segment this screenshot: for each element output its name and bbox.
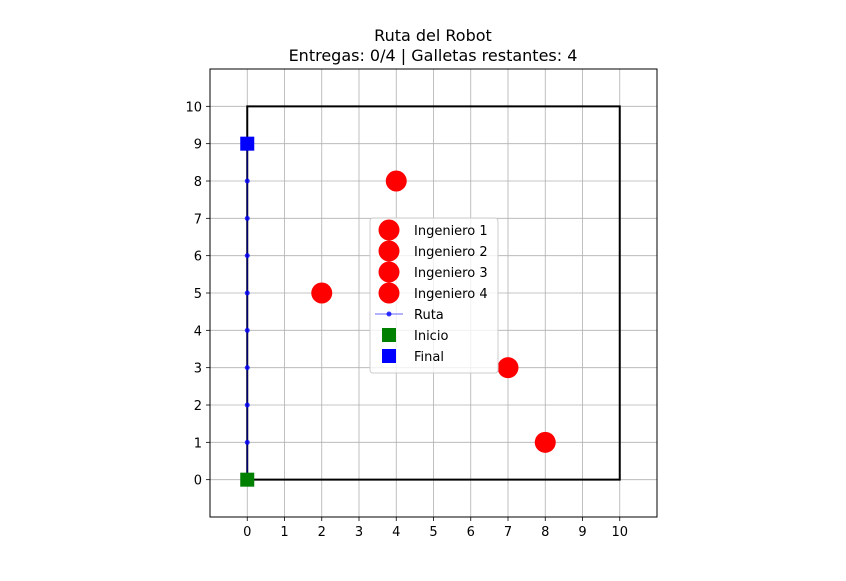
- y-tick-label: 6: [194, 250, 202, 265]
- legend-label-final: Final: [414, 350, 444, 365]
- legend-handle-ingeniero-2: [378, 240, 400, 262]
- x-tick-label: 3: [355, 525, 363, 540]
- legend-label-ingeniero-4: Ingeniero 4: [414, 287, 488, 302]
- y-axis-ticks: 0 1 2 3 4 5 6 7 8 9 10: [185, 100, 210, 489]
- y-tick-label: 7: [194, 212, 202, 227]
- y-tick-label: 2: [194, 399, 202, 414]
- chart-subtitle: Entregas: 0/4 | Galletas restantes: 4: [289, 46, 578, 65]
- x-tick-label: 0: [243, 525, 251, 540]
- x-tick-label: 9: [578, 525, 586, 540]
- legend-handle-ingeniero-3: [378, 261, 400, 283]
- x-tick-label: 10: [611, 525, 628, 540]
- x-tick-label: 1: [280, 525, 288, 540]
- route-point: [244, 290, 250, 296]
- legend-handle-ingeniero-4: [378, 282, 400, 304]
- legend-label-inicio: Inicio: [414, 329, 448, 344]
- route-point: [244, 215, 250, 221]
- chart-title: Ruta del Robot: [374, 26, 492, 45]
- legend-handle-dot-ruta: [386, 311, 392, 317]
- legend-label-ruta: Ruta: [414, 308, 444, 323]
- x-tick-label: 4: [392, 525, 400, 540]
- route-series: [244, 141, 250, 483]
- route-point: [244, 439, 250, 445]
- route-point: [244, 327, 250, 333]
- y-tick-label: 3: [194, 362, 202, 377]
- markers: [240, 136, 556, 487]
- route-point: [244, 402, 250, 408]
- legend-handle-inicio: [382, 328, 396, 342]
- route-point: [244, 178, 250, 184]
- x-tick-label: 6: [467, 525, 475, 540]
- x-axis-ticks: 0 1 2 3 4 5 6 7 8 9 10: [243, 517, 628, 540]
- marker-ingeniero-2: [311, 282, 333, 304]
- route-point: [244, 365, 250, 371]
- y-tick-label: 4: [194, 324, 202, 339]
- legend-label-ingeniero-1: Ingeniero 1: [414, 224, 488, 239]
- x-tick-label: 5: [429, 525, 437, 540]
- legend-label-ingeniero-2: Ingeniero 2: [414, 245, 488, 260]
- marker-ingeniero-4: [534, 431, 556, 453]
- x-tick-label: 7: [504, 525, 512, 540]
- x-tick-label: 2: [318, 525, 326, 540]
- route-point: [244, 253, 250, 259]
- y-tick-label: 1: [194, 436, 202, 451]
- legend: Ingeniero 1 Ingeniero 2 Ingeniero 3 Ingenie…: [369, 217, 499, 374]
- y-tick-label: 0: [194, 474, 202, 489]
- y-tick-label: 8: [194, 175, 202, 190]
- legend-handle-ingeniero-1: [378, 219, 400, 241]
- legend-handle-final: [382, 349, 396, 363]
- marker-inicio: [240, 472, 255, 487]
- marker-ingeniero-1: [385, 170, 407, 192]
- y-tick-label: 10: [185, 100, 202, 115]
- y-tick-label: 9: [194, 138, 202, 153]
- y-tick-label: 5: [194, 287, 202, 302]
- legend-label-ingeniero-3: Ingeniero 3: [414, 266, 488, 281]
- x-tick-label: 8: [541, 525, 549, 540]
- legend-box: [369, 217, 499, 374]
- marker-final: [240, 136, 255, 151]
- marker-ingeniero-3: [497, 357, 519, 379]
